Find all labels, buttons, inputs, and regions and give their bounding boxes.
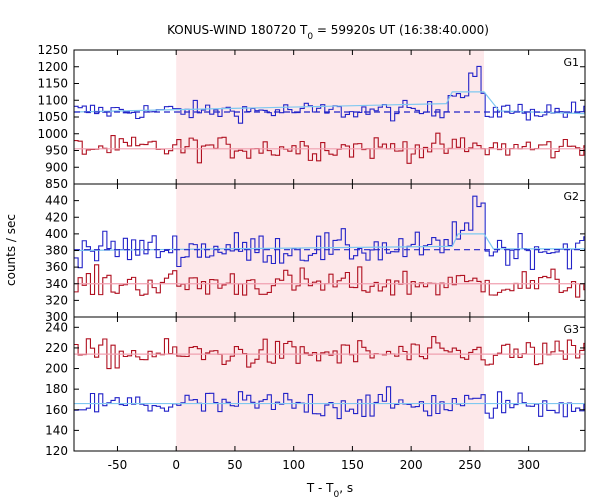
y-tick-label: 850 bbox=[45, 177, 68, 191]
x-tick-label: 100 bbox=[282, 458, 305, 472]
panel-g3: 120 140 160 180 200 220 240 G3 bbox=[45, 316, 586, 458]
panel-g2: 300 320 340 360 380 400 420 440 G2 bbox=[45, 183, 586, 324]
y-tick-label: 950 bbox=[45, 144, 68, 158]
fit-line-g1-0 bbox=[73, 91, 586, 115]
x-tick-label: 50 bbox=[227, 458, 242, 472]
y-tick-label: 1150 bbox=[37, 77, 68, 91]
y-tick-label: 140 bbox=[45, 423, 68, 437]
series-g3-1 bbox=[74, 386, 585, 420]
y-tick-label: 340 bbox=[45, 277, 68, 291]
y-tick-label: 440 bbox=[45, 194, 68, 208]
y-tick-label: 1250 bbox=[37, 43, 68, 57]
highlight-interval bbox=[176, 317, 484, 451]
x-tick-label: 150 bbox=[341, 458, 364, 472]
panel-frame bbox=[73, 316, 586, 452]
panel-label-g1: G1 bbox=[563, 56, 579, 69]
y-tick-label: 1100 bbox=[37, 93, 68, 107]
x-tick-label: 250 bbox=[458, 458, 481, 472]
highlight-interval bbox=[176, 50, 484, 184]
x-axis-label: T - T0, s bbox=[306, 481, 353, 500]
y-tick-label: 300 bbox=[45, 310, 68, 324]
y-tick-label: 400 bbox=[45, 227, 68, 241]
y-tick-label: 1050 bbox=[37, 110, 68, 124]
y-tick-label: 1200 bbox=[37, 60, 68, 74]
y-tick-label: 420 bbox=[45, 210, 68, 224]
series-g2-0 bbox=[74, 195, 585, 270]
x-tick-label: 200 bbox=[400, 458, 423, 472]
y-tick-label: 320 bbox=[45, 293, 68, 307]
y-tick-label: 1000 bbox=[37, 127, 68, 141]
y-tick-label: 220 bbox=[45, 341, 68, 355]
y-tick-label: 120 bbox=[45, 444, 68, 458]
y-tick-label: 240 bbox=[45, 320, 68, 334]
x-tick-label: 0 bbox=[172, 458, 180, 472]
y-tick-label: 900 bbox=[45, 160, 68, 174]
y-tick-label: 360 bbox=[45, 260, 68, 274]
series-g2-1 bbox=[74, 264, 585, 298]
y-tick-label: 160 bbox=[45, 403, 68, 417]
chart-title: KONUS-WIND 180720 T0 = 59920s UT (16:38:… bbox=[167, 23, 489, 42]
x-tick-label: -50 bbox=[108, 458, 128, 472]
fit-line-g2-0 bbox=[73, 233, 585, 252]
panel-label-g3: G3 bbox=[563, 323, 579, 336]
x-tick-label: 300 bbox=[517, 458, 540, 472]
y-tick-label: 200 bbox=[45, 362, 68, 376]
y-tick-label: 380 bbox=[45, 244, 68, 258]
y-tick-label: 180 bbox=[45, 382, 68, 396]
y-axis-label: counts / sec bbox=[4, 214, 18, 286]
highlight-interval bbox=[176, 184, 484, 317]
panel-label-g2: G2 bbox=[563, 190, 579, 203]
panel-g1: 850 900 950 1000 1050 1100 1150 1200 1250 G1 bbox=[37, 43, 586, 191]
